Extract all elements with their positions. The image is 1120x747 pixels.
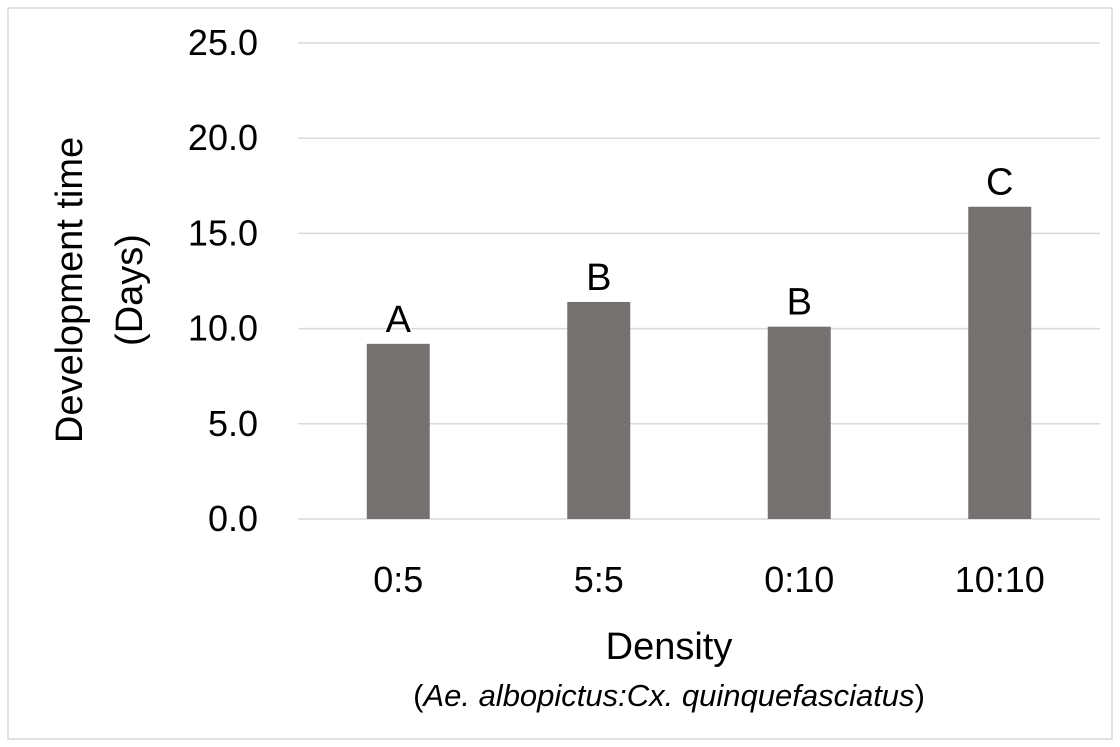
x-axis-subtitle-close: ) bbox=[915, 678, 925, 713]
bar bbox=[366, 343, 430, 519]
x-axis-subtitle-species: Ae. albopictus:Cx. quinquefasciatus bbox=[421, 678, 914, 713]
y-tick-label: 0.0 bbox=[208, 498, 258, 539]
y-tick-label: 20.0 bbox=[188, 117, 258, 158]
bar-label: C bbox=[986, 162, 1013, 204]
y-axis-title-line1: Development time bbox=[49, 137, 91, 443]
bar-label: B bbox=[586, 257, 611, 299]
x-axis-subtitle: (Ae. albopictus:Cx. quinquefasciatus) bbox=[413, 678, 925, 713]
bar-label: A bbox=[386, 299, 412, 341]
x-axis-subtitle-open: ( bbox=[413, 678, 424, 713]
bars bbox=[366, 206, 1032, 519]
bar-significance-labels: A B B C bbox=[386, 162, 1014, 341]
x-tick-labels: 0:5 5:5 0:10 10:10 bbox=[373, 559, 1045, 600]
bar-label: B bbox=[787, 282, 812, 324]
x-tick-label: 0:10 bbox=[764, 559, 834, 600]
x-tick-label: 5:5 bbox=[574, 559, 624, 600]
x-tick-label: 10:10 bbox=[955, 559, 1045, 600]
y-tick-labels: 0.0 5.0 10.0 15.0 20.0 25.0 bbox=[188, 22, 258, 539]
bar bbox=[968, 206, 1032, 519]
y-tick-label: 5.0 bbox=[208, 403, 258, 444]
y-tick-label: 25.0 bbox=[188, 22, 258, 63]
y-axis-title-line2: (Days) bbox=[109, 234, 151, 346]
x-axis-title: Density bbox=[606, 626, 733, 668]
y-tick-label: 15.0 bbox=[188, 212, 258, 253]
bar bbox=[767, 326, 831, 519]
chart-frame bbox=[7, 7, 1113, 740]
x-tick-label: 0:5 bbox=[373, 559, 423, 600]
y-tick-label: 10.0 bbox=[188, 308, 258, 349]
gridlines bbox=[298, 42, 1100, 520]
bar bbox=[567, 301, 631, 519]
